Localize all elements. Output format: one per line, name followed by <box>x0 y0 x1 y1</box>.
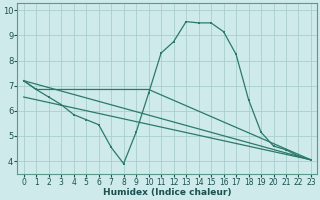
X-axis label: Humidex (Indice chaleur): Humidex (Indice chaleur) <box>103 188 232 197</box>
